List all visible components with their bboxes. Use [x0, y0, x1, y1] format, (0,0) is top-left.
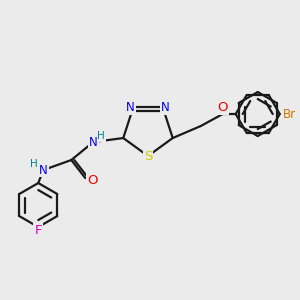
Text: O: O	[87, 173, 98, 187]
Text: N: N	[161, 101, 170, 115]
Text: O: O	[218, 100, 228, 113]
Text: H: H	[98, 131, 105, 141]
Text: N: N	[39, 164, 48, 176]
Text: S: S	[144, 151, 152, 164]
Text: N: N	[89, 136, 98, 148]
Text: N: N	[126, 101, 135, 115]
Text: Br: Br	[283, 107, 296, 121]
Text: H: H	[30, 159, 38, 169]
Text: F: F	[34, 224, 42, 236]
